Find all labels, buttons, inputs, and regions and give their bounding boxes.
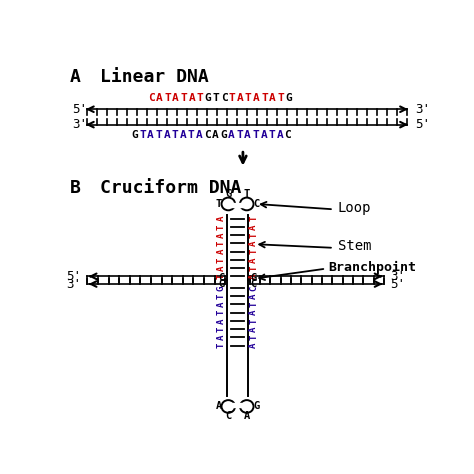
Text: 5': 5' (66, 270, 81, 283)
Text: A: A (216, 401, 222, 411)
Text: A: A (70, 68, 81, 86)
Text: 3': 3' (66, 278, 81, 291)
Text: A: A (249, 273, 258, 279)
Text: A: A (217, 216, 226, 221)
Text: A: A (172, 93, 179, 103)
Text: A: A (269, 93, 276, 103)
Text: T: T (164, 93, 171, 103)
Text: A: A (147, 130, 154, 140)
Text: T: T (249, 232, 258, 238)
Text: T: T (277, 93, 284, 103)
Text: G: G (217, 285, 226, 291)
Text: 3': 3' (72, 118, 87, 131)
Text: T: T (217, 293, 226, 299)
Text: T: T (217, 224, 226, 229)
Text: T: T (249, 249, 258, 254)
Text: A: A (253, 93, 260, 103)
Text: 3': 3' (390, 270, 405, 283)
Text: C: C (218, 273, 225, 283)
Text: G: G (204, 93, 211, 103)
Text: T: T (249, 301, 258, 307)
Text: Stem: Stem (337, 239, 371, 253)
Text: A: A (249, 241, 258, 246)
Text: G: G (218, 279, 225, 289)
Text: T: T (216, 199, 222, 209)
Text: T: T (245, 93, 252, 103)
Text: A: A (237, 93, 244, 103)
Text: G: G (131, 130, 138, 140)
Text: T: T (249, 318, 258, 324)
Text: T: T (268, 130, 275, 140)
Text: T: T (217, 257, 226, 263)
Text: Cruciform DNA: Cruciform DNA (100, 179, 242, 197)
Text: T: T (249, 335, 258, 340)
Text: A: A (156, 93, 163, 103)
Text: A: A (217, 232, 226, 238)
Text: G: G (285, 93, 292, 103)
Text: A: A (249, 293, 258, 299)
Text: C: C (148, 93, 155, 103)
Text: A: A (217, 249, 226, 254)
Text: T: T (249, 216, 258, 221)
Text: G: G (225, 189, 231, 199)
Text: 3': 3' (415, 103, 430, 116)
Text: A: A (260, 130, 267, 140)
Text: T: T (217, 273, 226, 279)
Text: T: T (217, 310, 226, 315)
Text: A: A (249, 327, 258, 332)
Text: T: T (229, 93, 236, 103)
Text: C: C (249, 285, 258, 291)
Text: T: T (217, 241, 226, 246)
Text: A: A (217, 265, 226, 271)
Text: A: A (217, 335, 226, 340)
Text: 5': 5' (390, 278, 405, 291)
Text: A: A (249, 224, 258, 229)
Text: A: A (244, 411, 250, 421)
Text: C: C (204, 130, 210, 140)
Text: C: C (284, 130, 292, 140)
Text: A: A (249, 257, 258, 263)
Text: T: T (188, 130, 194, 140)
Text: B: B (70, 179, 81, 197)
Text: T: T (217, 343, 226, 348)
Text: T: T (213, 93, 219, 103)
Text: G: G (220, 130, 227, 140)
Text: A: A (244, 130, 251, 140)
Text: A: A (164, 130, 170, 140)
Text: C: C (221, 93, 228, 103)
Text: Loop: Loop (337, 201, 371, 215)
Text: C: C (251, 279, 257, 289)
Text: T: T (236, 130, 243, 140)
Text: T: T (155, 130, 162, 140)
Bar (230, 203, 245, 207)
Text: T: T (244, 189, 250, 199)
Text: A: A (180, 130, 186, 140)
Text: C: C (225, 411, 231, 421)
Text: 5': 5' (415, 118, 430, 131)
Text: A: A (217, 301, 226, 307)
Text: A: A (228, 130, 235, 140)
Text: C: C (253, 199, 259, 209)
Text: A: A (249, 310, 258, 315)
Text: G: G (253, 401, 259, 411)
Text: 5': 5' (72, 103, 87, 116)
Text: T: T (180, 93, 187, 103)
Text: A: A (217, 318, 226, 324)
Text: A: A (188, 93, 195, 103)
Text: A: A (276, 130, 283, 140)
Text: A: A (196, 130, 202, 140)
Text: T: T (249, 265, 258, 271)
Text: Branchpoint: Branchpoint (328, 261, 416, 273)
Text: T: T (261, 93, 268, 103)
Text: T: T (196, 93, 203, 103)
Text: T: T (252, 130, 259, 140)
Bar (230, 403, 245, 407)
Text: T: T (139, 130, 146, 140)
Text: T: T (217, 327, 226, 332)
Text: G: G (251, 273, 257, 283)
Text: A: A (249, 343, 258, 348)
Text: A: A (212, 130, 219, 140)
Text: T: T (172, 130, 178, 140)
Text: Linear DNA: Linear DNA (100, 68, 209, 86)
